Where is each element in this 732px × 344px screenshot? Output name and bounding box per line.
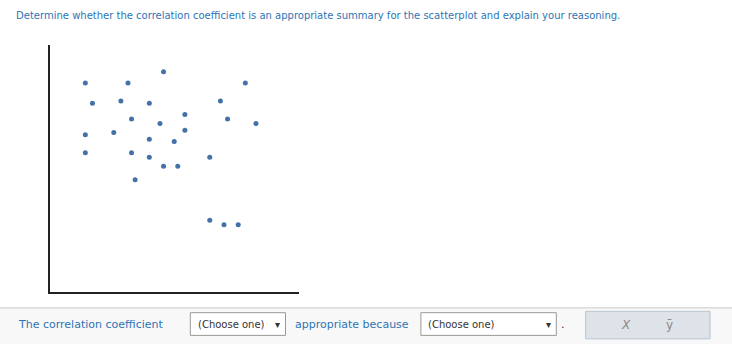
svg-text:▾: ▾	[275, 319, 280, 330]
svg-text:X: X	[621, 318, 631, 332]
svg-text:appropriate because: appropriate because	[295, 318, 409, 331]
svg-text:(Choose one): (Choose one)	[428, 319, 495, 330]
svg-text:Determine whether the correlat: Determine whether the correlation coeffi…	[16, 10, 620, 21]
svg-text:The correlation coefficient: The correlation coefficient	[18, 318, 163, 331]
svg-text:▾: ▾	[546, 319, 551, 330]
svg-text:.: .	[561, 318, 565, 331]
svg-text:(Choose one): (Choose one)	[198, 319, 265, 330]
svg-text:ȳ: ȳ	[666, 318, 673, 332]
